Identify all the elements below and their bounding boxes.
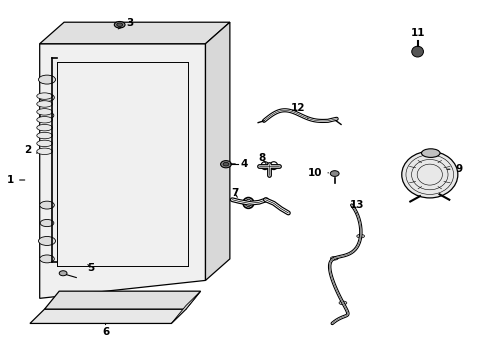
Ellipse shape <box>37 117 52 123</box>
Text: 8: 8 <box>257 153 265 163</box>
Text: 2: 2 <box>24 144 37 154</box>
Ellipse shape <box>39 237 56 246</box>
Ellipse shape <box>40 94 54 102</box>
Polygon shape <box>30 309 185 323</box>
Ellipse shape <box>421 149 439 157</box>
Ellipse shape <box>39 75 56 84</box>
Text: 11: 11 <box>409 28 424 43</box>
Polygon shape <box>40 44 205 298</box>
Ellipse shape <box>40 220 54 226</box>
Text: 9: 9 <box>447 164 462 174</box>
Text: 5: 5 <box>87 263 94 273</box>
Text: 12: 12 <box>290 103 307 118</box>
Polygon shape <box>205 22 229 280</box>
Text: 3: 3 <box>118 18 133 29</box>
Polygon shape <box>44 291 200 309</box>
Ellipse shape <box>37 93 52 99</box>
Polygon shape <box>40 22 229 44</box>
Ellipse shape <box>37 101 52 107</box>
Ellipse shape <box>223 162 228 166</box>
Text: 10: 10 <box>307 168 328 178</box>
Ellipse shape <box>37 109 52 115</box>
Ellipse shape <box>37 140 52 147</box>
Text: 7: 7 <box>231 188 238 198</box>
Ellipse shape <box>117 23 122 27</box>
Ellipse shape <box>40 112 54 119</box>
Ellipse shape <box>40 201 54 209</box>
Ellipse shape <box>220 161 231 168</box>
Text: 6: 6 <box>102 323 109 337</box>
Ellipse shape <box>37 125 52 131</box>
Ellipse shape <box>330 171 338 176</box>
Ellipse shape <box>330 257 338 260</box>
Ellipse shape <box>411 46 423 57</box>
Ellipse shape <box>338 301 346 305</box>
Text: 4: 4 <box>230 159 248 169</box>
Ellipse shape <box>401 151 457 198</box>
Text: 1: 1 <box>7 175 25 185</box>
Polygon shape <box>171 291 200 323</box>
Ellipse shape <box>37 132 52 139</box>
Ellipse shape <box>356 234 364 238</box>
Text: 13: 13 <box>349 200 363 213</box>
Ellipse shape <box>37 148 52 154</box>
Ellipse shape <box>114 22 125 28</box>
Ellipse shape <box>59 271 67 276</box>
Ellipse shape <box>40 255 54 263</box>
